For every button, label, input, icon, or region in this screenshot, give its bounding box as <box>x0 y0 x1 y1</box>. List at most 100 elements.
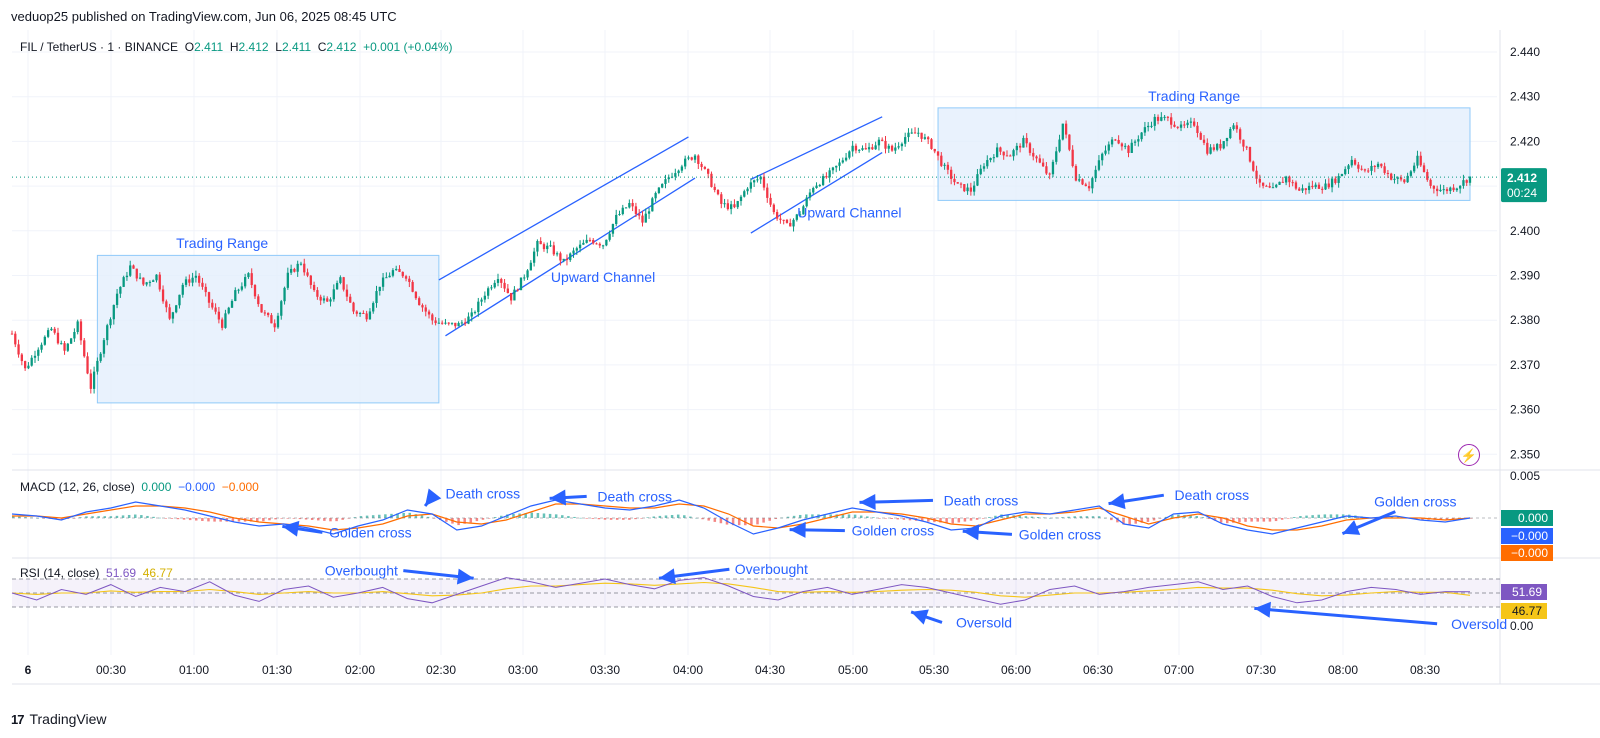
lightning-icon[interactable]: ⚡ <box>1458 444 1480 466</box>
candle-body <box>46 330 50 337</box>
candle-body <box>280 301 283 316</box>
candle-body <box>1074 166 1078 181</box>
candle-body <box>628 203 631 208</box>
macd-histogram-bar <box>1335 514 1339 518</box>
price-tick-label: 2.380 <box>1510 313 1540 327</box>
candle-body <box>395 268 398 271</box>
macd-histogram-bar <box>249 518 253 522</box>
macd-legend[interactable]: MACD (12, 26, close) 0.000 −0.000 −0.000 <box>20 480 259 494</box>
candle-body <box>861 148 864 150</box>
candle-body <box>1255 170 1258 179</box>
time-tick-label: 07:00 <box>1164 663 1194 677</box>
macd-histogram-bar <box>1238 518 1241 523</box>
tradingview-logo[interactable]: 17 TradingView <box>11 711 107 727</box>
candle-body <box>601 245 605 247</box>
candle-body <box>707 168 710 174</box>
candle-body <box>460 322 464 324</box>
macd-histogram-bar <box>378 514 381 518</box>
candle-body <box>611 224 615 234</box>
macd-histogram-bar <box>414 514 418 518</box>
macd-histogram-bar <box>146 515 149 518</box>
macd-histogram-bar <box>1177 514 1180 518</box>
macd-histogram-bar <box>1280 518 1284 520</box>
candle-body <box>1242 139 1245 147</box>
macd-annotation-label: Death cross <box>944 492 1019 508</box>
rsi-legend[interactable]: RSI (14, close) 51.69 46.77 <box>20 566 173 580</box>
candle-body <box>92 371 96 389</box>
candle-body <box>920 132 923 139</box>
macd-annotation-label: Death cross <box>597 488 672 504</box>
candle-body <box>122 277 125 287</box>
candle-body <box>454 322 457 327</box>
candle-body <box>953 178 956 183</box>
macd-histogram-bar <box>1097 516 1101 518</box>
candle-body <box>1419 155 1422 166</box>
candle-body <box>1301 188 1304 191</box>
macd-histogram-bar <box>109 516 113 518</box>
time-tick-label: 06:00 <box>1001 663 1031 677</box>
macd-histogram-bar <box>1445 518 1449 520</box>
price-tick-label: 2.370 <box>1510 358 1540 372</box>
macd-annotation-arrow-head <box>425 488 442 506</box>
symbol-ohlc-legend[interactable]: FIL / TetherUS · 1 · BINANCE O2.411 H2.4… <box>20 40 453 54</box>
candle-body <box>1209 147 1212 154</box>
candle-body <box>1304 188 1307 191</box>
macd-hist-value: 0.000 <box>141 480 172 494</box>
macd-histogram-bar <box>981 518 985 519</box>
candle-body <box>1265 185 1268 187</box>
candle-body <box>907 132 910 138</box>
candle-body <box>516 289 519 291</box>
macd-histogram-bar <box>1421 518 1424 520</box>
macd-histogram-bar <box>1171 515 1174 518</box>
macd-histogram-bar <box>426 516 430 518</box>
macd-histogram-bar <box>750 518 753 526</box>
macd-histogram-bar <box>469 518 473 523</box>
candle-body <box>43 336 46 345</box>
macd-badge-label: 0.000 <box>1518 511 1548 525</box>
candle-body <box>667 177 670 180</box>
time-tick-label: 03:00 <box>508 663 538 677</box>
candle-body <box>812 187 815 193</box>
annotations: Trading Range Upward Channel Upward Channe… <box>176 88 1507 632</box>
close-label: C <box>317 40 327 54</box>
macd-histogram-bar <box>213 518 216 522</box>
candle-body <box>467 316 470 324</box>
macd-histogram-bar <box>18 516 21 518</box>
macd-histogram-bar <box>231 518 235 522</box>
candle-body <box>234 290 237 302</box>
high-label: H <box>229 40 239 54</box>
candle-body <box>17 344 20 355</box>
candle-body <box>125 275 129 278</box>
candle-body <box>217 311 221 320</box>
macd-annotation-arrow-head <box>789 521 806 538</box>
candle-body <box>1340 174 1344 177</box>
macd-histogram-bar <box>1067 516 1070 518</box>
candle-body <box>1409 171 1413 176</box>
drawing-shapes <box>96 107 1471 404</box>
candle-body <box>316 290 319 297</box>
rsi-title: RSI (14, close) <box>20 566 100 580</box>
macd-histogram-bar <box>286 518 290 519</box>
candle-body <box>1370 165 1373 171</box>
candle-body <box>654 192 657 199</box>
candle-body <box>358 312 362 314</box>
candle-body <box>854 145 858 151</box>
macd-histogram-bar <box>1006 514 1009 518</box>
macd-histogram-bar <box>237 518 241 522</box>
price-tick-label: 2.440 <box>1510 45 1540 59</box>
macd-histogram-bar <box>1390 516 1394 518</box>
candle-body <box>352 302 355 312</box>
candle-body <box>555 253 559 255</box>
rsi-annotation-label: Overbought <box>735 561 808 577</box>
candle-body <box>1107 144 1110 151</box>
candle-body <box>276 315 280 328</box>
candle-body <box>273 323 276 328</box>
macd-histogram-bar <box>268 518 271 521</box>
candle-body <box>1097 160 1101 170</box>
rsi-annotation-label: Oversold <box>956 614 1012 630</box>
candle-body <box>736 201 739 208</box>
macd-histogram-bar <box>176 518 180 520</box>
candle-body <box>772 204 775 213</box>
macd-histogram-bar <box>756 518 759 525</box>
